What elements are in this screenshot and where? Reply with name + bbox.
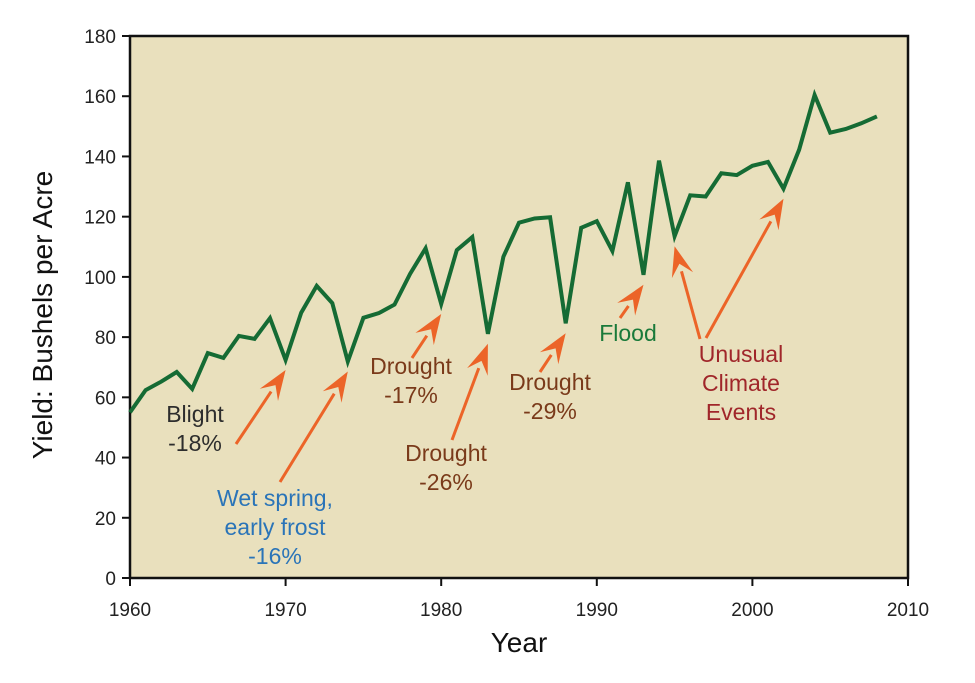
y-tick-label: 0	[105, 569, 116, 590]
annotation-line: Drought	[509, 369, 591, 395]
y-axis-title: Yield: Bushels per Acre	[27, 171, 58, 459]
annotation-arrow-head	[539, 333, 566, 365]
annotation-arrow-shaft	[450, 367, 481, 441]
annotation-line: Blight	[166, 401, 224, 427]
annotation-line: Flood	[599, 320, 657, 346]
plot-area	[128, 34, 910, 580]
annotation-arrow-shaft	[278, 392, 336, 483]
y-axis-ticks: 0 20 40 60 80 100 120 140 160 180	[84, 27, 130, 590]
x-tick-label: 1990	[576, 600, 618, 621]
x-tick-label: 2010	[887, 600, 929, 621]
y-tick-label: 100	[84, 268, 116, 289]
y-tick-label: 160	[84, 87, 116, 108]
annotation-line: -18%	[168, 430, 222, 456]
y-tick-label: 60	[95, 388, 116, 409]
annotations: Blight -18% Wet spring, early frost -16% Drou…	[166, 320, 783, 569]
annotation-arrow-head	[415, 314, 442, 346]
annotation-line: Drought	[405, 440, 487, 466]
annotation-label: Flood	[599, 320, 657, 346]
annotation-arrow-head	[322, 371, 348, 403]
annotation-arrows	[234, 198, 784, 483]
y-tick-label: 120	[84, 208, 116, 229]
annotation-line: -17%	[384, 382, 438, 408]
annotation-arrow-head	[759, 198, 784, 231]
annotation-line: Climate	[702, 370, 780, 396]
annotation-line: Wet spring,	[217, 485, 333, 511]
annotation-arrow-shaft	[618, 305, 630, 319]
annotation-line: -16%	[248, 543, 302, 569]
annotation-arrow-head	[617, 284, 644, 316]
x-tick-label: 1970	[264, 600, 306, 621]
annotation-arrow-head	[467, 343, 488, 376]
annotation-line: -26%	[419, 469, 473, 495]
annotation-label: Blight -18%	[166, 401, 224, 456]
annotation-label: Drought -17%	[370, 353, 452, 408]
annotation-arrow-head	[259, 370, 286, 401]
annotation-arrow-shaft	[538, 354, 553, 373]
y-tick-label: 20	[95, 509, 116, 530]
yield-series-points	[129, 94, 877, 413]
annotation-line: Drought	[370, 353, 452, 379]
annotation-arrow-shaft	[410, 334, 429, 359]
annotation-label: Drought -26%	[405, 440, 487, 495]
annotation-label: Wet spring, early frost -16%	[217, 485, 333, 569]
annotation-arrow-shaft	[680, 270, 702, 340]
annotation-line: -29%	[523, 398, 577, 424]
annotation-arrow-shaft	[234, 390, 273, 445]
annotation-line: early frost	[225, 514, 327, 540]
x-axis-ticks: 1960 1970 1980 1990 2000 2010	[109, 578, 929, 621]
y-tick-label: 140	[84, 147, 116, 168]
annotation-line: Unusual	[699, 341, 783, 367]
x-tick-label: 1960	[109, 600, 151, 621]
annotation-label: Drought -29%	[509, 369, 591, 424]
y-tick-label: 80	[95, 328, 116, 349]
x-tick-label: 2000	[731, 600, 773, 621]
annotation-arrow-shaft	[704, 220, 773, 339]
y-tick-label: 180	[84, 27, 116, 48]
annotation-label: Unusual Climate Events	[699, 341, 783, 425]
annotation-line: Events	[706, 399, 776, 425]
y-tick-label: 40	[95, 449, 116, 470]
annotation-arrow-head	[671, 246, 694, 279]
x-axis-title: Year	[491, 627, 548, 658]
x-tick-label: 1980	[420, 600, 462, 621]
